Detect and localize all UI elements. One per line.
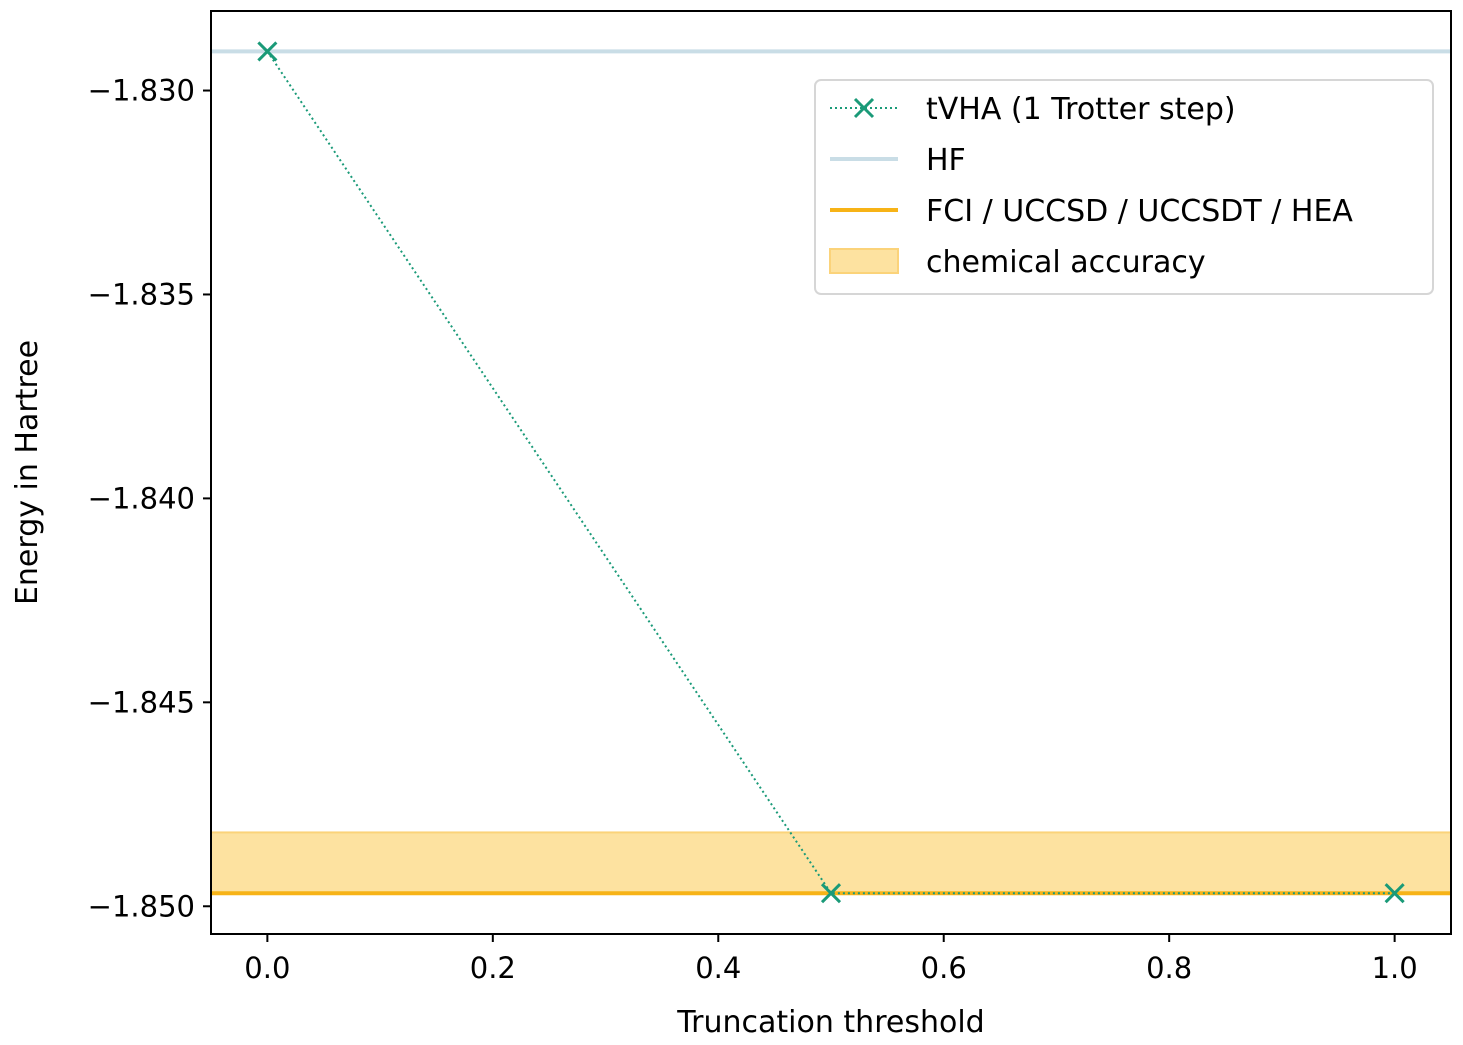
legend-label: chemical accuracy	[926, 245, 1206, 280]
legend-item: FCI / UCCSD / UCCSDT / HEA	[830, 194, 1353, 229]
legend-item: chemical accuracy	[829, 245, 1206, 280]
legend-handle-patch	[829, 248, 899, 274]
x-tick-label: 0.6	[921, 951, 967, 985]
y-tick-label: −1.840	[88, 481, 195, 515]
legend-label: tVHA (1 Trotter step)	[926, 92, 1236, 127]
y-axis-label: Energy in Hartree	[10, 340, 45, 605]
legend-label: FCI / UCCSD / UCCSDT / HEA	[926, 194, 1353, 229]
chemical-accuracy-band	[211, 831, 1451, 895]
y-tick-label: −1.830	[88, 74, 195, 108]
legend-item: HF	[830, 143, 966, 178]
tvha-marker	[1384, 883, 1405, 904]
x-tick-label: 0.8	[1146, 951, 1192, 985]
x-tick-label: 0.4	[695, 951, 741, 985]
x-tick-label: 0.2	[470, 951, 516, 985]
legend-handle-marker	[853, 97, 875, 119]
x-tick-label: 0.0	[244, 951, 290, 985]
y-tick-label: −1.850	[88, 889, 195, 923]
legend-label: HF	[926, 143, 966, 178]
tvha-marker	[820, 883, 842, 904]
y-tick-label: −1.845	[88, 685, 195, 719]
legend-frame	[814, 79, 1434, 295]
x-tick-label: 1.0	[1372, 951, 1418, 985]
plot-layer	[211, 41, 1451, 904]
legend: tVHA (1 Trotter step) HF FCI / UCCSD / UCC…	[814, 79, 1434, 295]
plot-area	[211, 49, 1451, 896]
x-axis-label: Truncation threshold	[676, 1005, 984, 1040]
axes-frame	[210, 10, 1452, 935]
y-tick-label: −1.835	[88, 277, 195, 311]
ticks-layer: 0.0 0.2 0.4 0.6 0.8 1.0 −1.830 −1.835 −1.840 −1.8…	[88, 74, 1418, 985]
legend-item: tVHA (1 Trotter step)	[830, 92, 1236, 127]
tvha-marker	[257, 41, 278, 62]
